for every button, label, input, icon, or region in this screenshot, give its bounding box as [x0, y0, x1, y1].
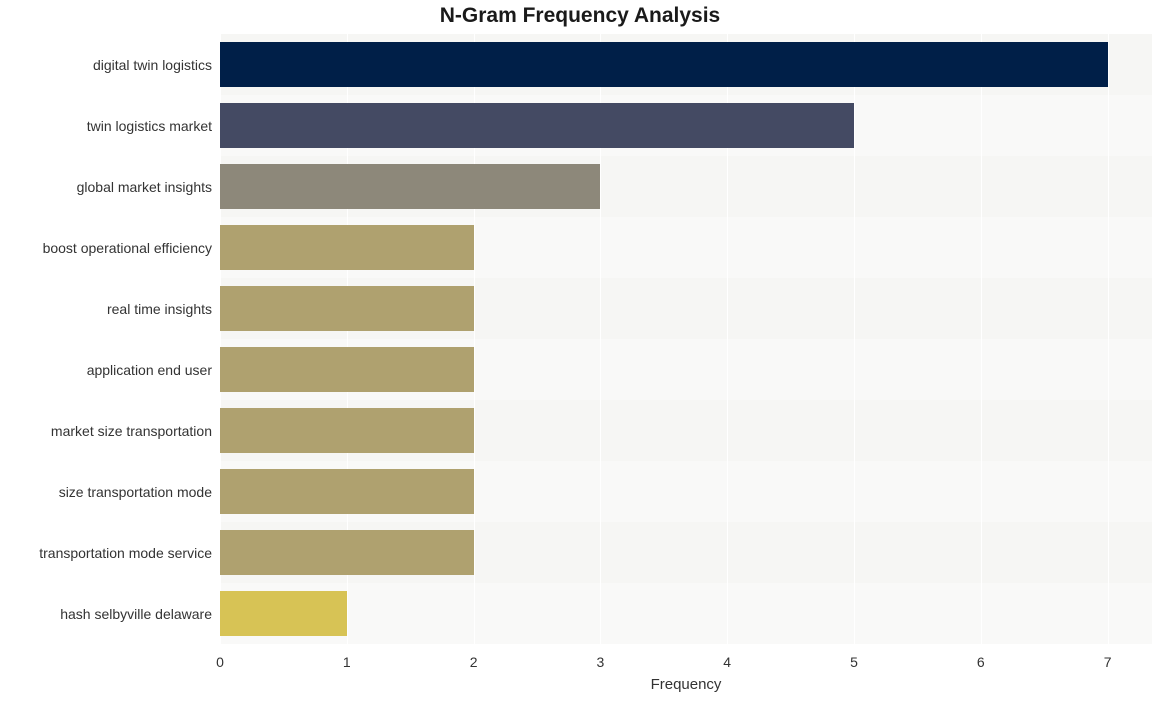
y-tick-label: digital twin logistics [2, 58, 212, 72]
grid-line [854, 34, 855, 644]
x-tick-label: 4 [723, 654, 731, 670]
x-tick-label: 6 [977, 654, 985, 670]
bar [220, 164, 600, 209]
y-tick-label: size transportation mode [2, 485, 212, 499]
bar [220, 42, 1108, 87]
ngram-frequency-chart: N-Gram Frequency Analysis Frequency digi… [0, 0, 1160, 701]
bar [220, 286, 474, 331]
grid-line [1108, 34, 1109, 644]
x-tick-label: 0 [216, 654, 224, 670]
y-tick-label: global market insights [2, 180, 212, 194]
y-tick-label: real time insights [2, 302, 212, 316]
y-tick-label: application end user [2, 363, 212, 377]
x-axis-label: Frequency [220, 676, 1152, 693]
x-tick-label: 7 [1104, 654, 1112, 670]
bar [220, 530, 474, 575]
y-tick-label: twin logistics market [2, 119, 212, 133]
bar [220, 347, 474, 392]
y-tick-label: hash selbyville delaware [2, 607, 212, 621]
grid-line [981, 34, 982, 644]
x-tick-label: 3 [597, 654, 605, 670]
y-tick-label: transportation mode service [2, 546, 212, 560]
plot-area [220, 34, 1152, 644]
chart-title: N-Gram Frequency Analysis [0, 4, 1160, 28]
bar [220, 469, 474, 514]
bar [220, 225, 474, 270]
bar [220, 591, 347, 636]
x-tick-label: 5 [850, 654, 858, 670]
x-tick-label: 2 [470, 654, 478, 670]
bar [220, 103, 854, 148]
bar [220, 408, 474, 453]
y-tick-label: market size transportation [2, 424, 212, 438]
row-band [220, 583, 1152, 644]
y-tick-label: boost operational efficiency [2, 241, 212, 255]
x-tick-label: 1 [343, 654, 351, 670]
